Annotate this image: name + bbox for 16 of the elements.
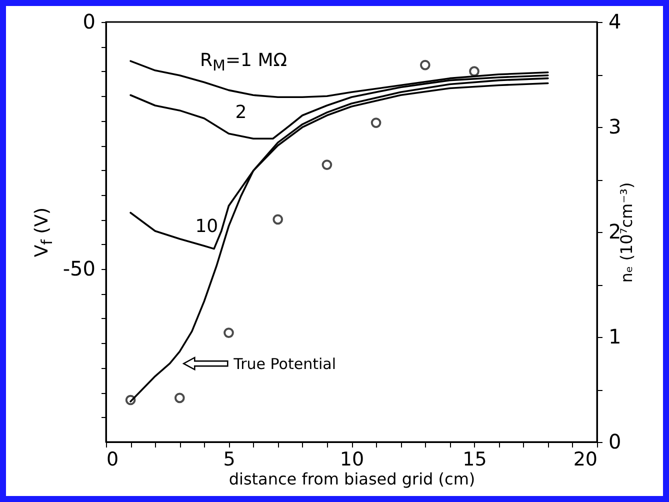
x-axis-title: distance from biased grid (cm) xyxy=(228,470,476,488)
y2-tick-label: 2 xyxy=(608,220,622,244)
annotation: R$_{M}$=1 MΩ xyxy=(200,50,287,75)
y2-tick-label: 0 xyxy=(608,430,622,454)
y2-tick-label: 4 xyxy=(608,10,622,34)
x-tick-label: 15 xyxy=(462,448,487,470)
y2-tick-label: 1 xyxy=(608,324,622,348)
x-tick-label: 20 xyxy=(573,448,598,470)
y-tick-label: -50 xyxy=(62,256,96,281)
annotation: 10 xyxy=(195,216,218,238)
y2-tick-label: 3 xyxy=(608,114,622,138)
annotation: 2 xyxy=(235,102,247,123)
x-tick-label: 0 xyxy=(106,448,119,470)
annotation: True Potential xyxy=(234,354,336,373)
x-tick-label: 5 xyxy=(223,448,236,470)
x-tick-label: 10 xyxy=(340,448,364,470)
